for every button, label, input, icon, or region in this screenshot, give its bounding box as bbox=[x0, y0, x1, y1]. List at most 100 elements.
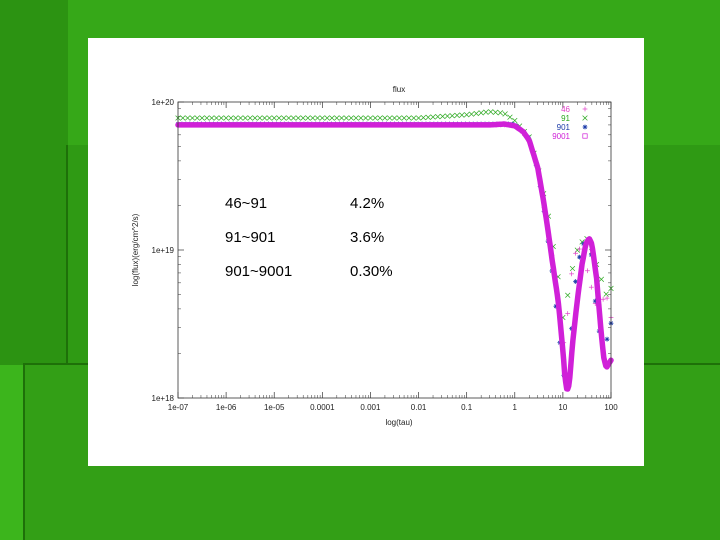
marker-stroke bbox=[488, 109, 494, 115]
series-91-point bbox=[199, 115, 205, 121]
x-axis-label: log(tau) bbox=[385, 418, 412, 427]
series-901-point bbox=[604, 336, 610, 342]
marker-stroke bbox=[184, 115, 191, 121]
marker-stroke bbox=[261, 115, 268, 121]
marker-stroke bbox=[391, 115, 398, 121]
marker-stroke bbox=[348, 115, 354, 121]
series-46-point bbox=[584, 268, 590, 274]
series-91-point bbox=[338, 115, 345, 121]
marker-stroke bbox=[228, 115, 234, 121]
series-91-point bbox=[358, 115, 364, 121]
marker-stroke bbox=[406, 115, 412, 121]
marker-stroke bbox=[194, 115, 200, 121]
series-91-point bbox=[218, 115, 224, 121]
marker-stroke bbox=[420, 115, 427, 121]
marker-stroke bbox=[411, 115, 417, 121]
y-tick-label: 1e+20 bbox=[152, 98, 175, 107]
marker-stroke bbox=[468, 111, 475, 117]
series-91-point bbox=[435, 114, 441, 120]
series-91-point bbox=[257, 115, 263, 121]
series-91-point bbox=[305, 115, 311, 121]
marker-stroke bbox=[507, 114, 513, 120]
tick-label-layer: 1e-07 1e-06 1e-05 0.0001 0.001 0.01 0.1 1 10 100 1… bbox=[152, 98, 619, 412]
series-91-point bbox=[372, 115, 378, 121]
series-91-point bbox=[444, 113, 451, 119]
annotation-range: 91~901 bbox=[225, 229, 275, 246]
series-91-point bbox=[329, 115, 335, 121]
marker-stroke bbox=[425, 114, 431, 120]
series-91-point bbox=[411, 115, 417, 121]
marker-stroke bbox=[512, 117, 518, 124]
marker-stroke bbox=[598, 276, 605, 282]
series-91-point bbox=[430, 114, 436, 120]
marker-stroke bbox=[276, 115, 282, 121]
marker-stroke bbox=[430, 114, 436, 120]
series-91-point bbox=[237, 115, 244, 121]
legend-marker-46-point bbox=[582, 106, 588, 112]
series-91-point bbox=[319, 115, 325, 121]
marker-stroke bbox=[603, 291, 609, 297]
marker-stroke bbox=[314, 115, 321, 121]
marker-stroke bbox=[439, 113, 446, 120]
background-divider bbox=[23, 365, 25, 540]
axis-ticks-layer bbox=[177, 101, 612, 399]
x-tick-label: 10 bbox=[558, 403, 567, 412]
marker-stroke bbox=[310, 115, 316, 121]
series-91-point bbox=[261, 115, 268, 121]
series-91-point bbox=[468, 111, 475, 117]
marker-stroke bbox=[415, 115, 422, 121]
series-91-point bbox=[213, 115, 220, 121]
series-91-point bbox=[300, 115, 306, 121]
marker-stroke bbox=[353, 115, 359, 121]
legend-marker-901-point bbox=[582, 124, 588, 130]
series-91-point bbox=[276, 115, 282, 121]
x-tick-label: 0.1 bbox=[461, 403, 473, 412]
marker-stroke bbox=[334, 115, 340, 121]
series-91-point bbox=[488, 109, 494, 115]
marker-stroke bbox=[305, 115, 311, 121]
series-91-point bbox=[382, 115, 388, 121]
marker-stroke bbox=[237, 115, 244, 121]
marker-stroke bbox=[583, 125, 587, 129]
marker-stroke bbox=[257, 115, 263, 121]
marker-stroke bbox=[473, 110, 479, 117]
series-91-point bbox=[286, 115, 292, 121]
series-91-point bbox=[473, 110, 479, 117]
marker-stroke bbox=[180, 115, 186, 121]
marker-stroke bbox=[435, 114, 441, 120]
chart-panel: flux 1e-07 1e-06 1e-05 0.0001 0.001 0.01 0.1 1 1… bbox=[88, 38, 644, 466]
series-91-point bbox=[483, 109, 489, 115]
series-91-point bbox=[598, 276, 605, 282]
marker-stroke bbox=[252, 115, 258, 121]
series-91-point bbox=[425, 114, 431, 120]
marker-stroke bbox=[189, 115, 196, 121]
marker-stroke bbox=[266, 115, 273, 121]
series-91-point bbox=[391, 115, 398, 121]
series-91-point bbox=[377, 115, 383, 121]
y-tick-label: 1e+19 bbox=[152, 246, 175, 255]
marker-stroke bbox=[343, 115, 350, 121]
series-layer bbox=[175, 109, 614, 392]
marker-stroke bbox=[444, 113, 451, 119]
series-91-point bbox=[252, 115, 258, 121]
series-91-point bbox=[348, 115, 354, 121]
series-91-point bbox=[507, 114, 513, 120]
series-91-point bbox=[204, 115, 210, 121]
x-tick-label: 1e-07 bbox=[168, 403, 189, 412]
series-46-point bbox=[577, 246, 582, 252]
marker-stroke bbox=[281, 115, 287, 121]
annotation-value: 4.2% bbox=[350, 195, 384, 212]
marker-stroke bbox=[605, 337, 610, 342]
marker-stroke bbox=[286, 115, 292, 121]
series-91-point bbox=[569, 265, 576, 272]
marker-stroke bbox=[449, 113, 455, 119]
series-91-point bbox=[492, 109, 499, 115]
marker-stroke bbox=[569, 265, 576, 272]
marker-stroke bbox=[213, 115, 220, 121]
marker-stroke bbox=[492, 109, 499, 115]
series-91-point bbox=[565, 292, 571, 298]
series-91-point bbox=[290, 115, 297, 121]
series-91-point bbox=[353, 115, 359, 121]
background-band-corner bbox=[0, 365, 25, 540]
x-tick-label: 100 bbox=[604, 403, 618, 412]
